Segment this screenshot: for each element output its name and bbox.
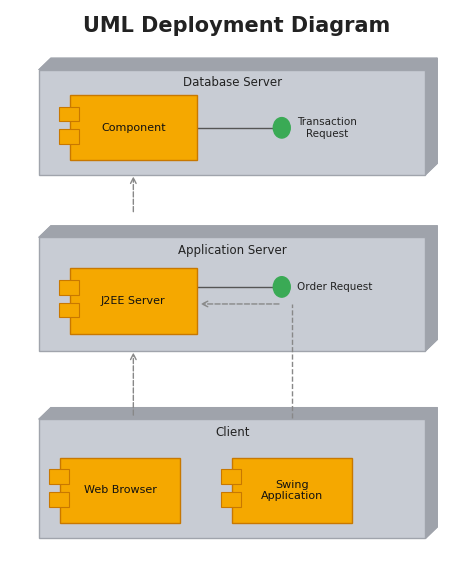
Bar — [221, 469, 241, 484]
Text: Order Request: Order Request — [297, 282, 372, 292]
Polygon shape — [39, 58, 438, 70]
Polygon shape — [39, 408, 438, 419]
Polygon shape — [39, 226, 438, 237]
Text: UML Deployment Diagram: UML Deployment Diagram — [83, 15, 391, 35]
Text: J2EE Server: J2EE Server — [101, 296, 165, 306]
Polygon shape — [426, 226, 438, 351]
Bar — [232, 458, 353, 523]
Bar — [60, 458, 181, 523]
Bar — [39, 419, 426, 538]
Text: Database Server: Database Server — [182, 77, 282, 90]
Bar — [70, 268, 197, 334]
Text: Client: Client — [215, 426, 249, 439]
Bar — [70, 95, 197, 160]
Polygon shape — [426, 58, 438, 175]
Text: Application Server: Application Server — [178, 244, 287, 257]
Text: Transaction
Request: Transaction Request — [297, 117, 357, 139]
Circle shape — [273, 277, 290, 297]
Text: Component: Component — [101, 123, 165, 133]
Bar — [221, 492, 241, 506]
Bar — [59, 303, 79, 317]
Text: Web Browser: Web Browser — [84, 485, 157, 496]
Bar — [59, 280, 79, 295]
Bar — [49, 492, 69, 506]
Bar — [39, 237, 426, 351]
Bar — [59, 107, 79, 121]
Text: Swing
Application: Swing Application — [261, 480, 323, 501]
Polygon shape — [426, 408, 438, 538]
Circle shape — [273, 118, 290, 138]
Bar — [49, 469, 69, 484]
Bar — [59, 130, 79, 144]
Bar — [39, 70, 426, 175]
